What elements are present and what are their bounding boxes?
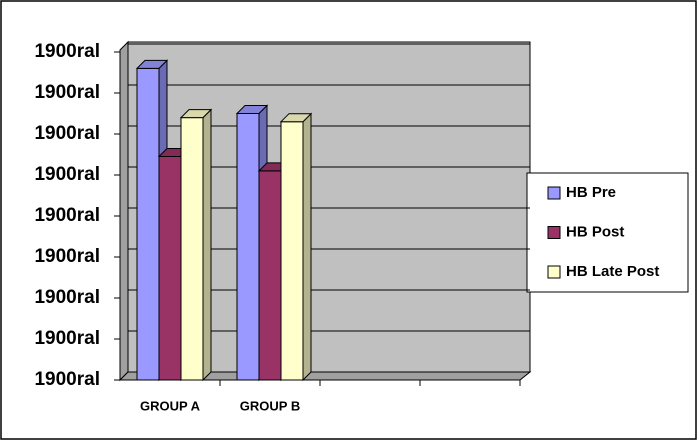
y-tick-label: 1900ral — [34, 287, 100, 308]
legend-label: HB Pre — [566, 184, 616, 201]
bar-face — [202, 108, 212, 382]
bar-face — [236, 113, 260, 381]
bar-face — [180, 117, 204, 381]
bar-face — [136, 67, 160, 381]
y-tick-label: 1900ral — [34, 41, 100, 62]
y-tick-label: 1900ral — [34, 123, 100, 144]
legend-swatch — [547, 265, 561, 279]
x-tick-label: GROUP A — [140, 398, 201, 413]
y-tick-label: 1900ral — [34, 246, 100, 267]
x-tick-label: GROUP B — [240, 398, 300, 413]
y-tick-label: 1900ral — [34, 164, 100, 185]
bar-face — [179, 109, 213, 119]
bar-face — [280, 121, 304, 381]
y-tick-label: 1900ral — [34, 82, 100, 103]
bar-face — [135, 59, 169, 69]
bar — [179, 108, 213, 382]
y-tick-label: 1900ral — [34, 328, 100, 349]
y-tick-label: 1900ral — [34, 369, 100, 390]
bar — [279, 112, 313, 382]
legend-label: HB Post — [566, 223, 624, 240]
legend-swatch — [547, 186, 561, 200]
side-wall — [119, 40, 129, 382]
bar-face — [302, 112, 312, 382]
legend-swatch — [547, 226, 561, 239]
y-tick-label: 1900ral — [34, 205, 100, 226]
bar-face — [158, 156, 182, 381]
legend-label: HB Late Post — [566, 263, 659, 280]
bar-face — [258, 170, 282, 381]
bar-face — [279, 113, 313, 123]
bar-face — [235, 105, 269, 114]
